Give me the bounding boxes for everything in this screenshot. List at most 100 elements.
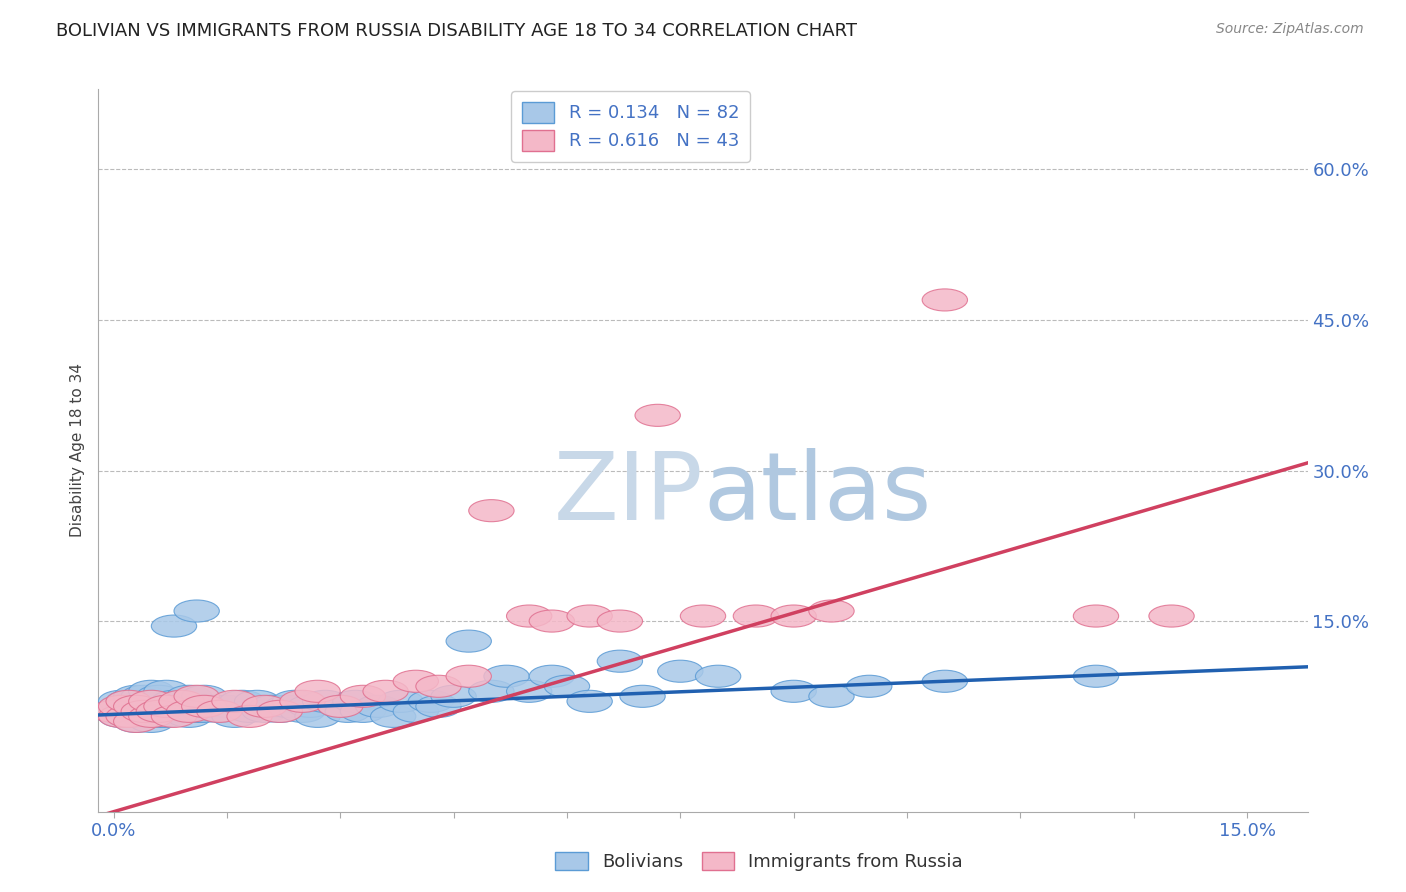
Ellipse shape [129, 710, 174, 732]
Ellipse shape [529, 610, 575, 632]
Ellipse shape [506, 681, 551, 702]
Ellipse shape [212, 706, 257, 728]
Ellipse shape [197, 700, 242, 723]
Ellipse shape [136, 700, 181, 723]
Ellipse shape [212, 690, 257, 713]
Ellipse shape [129, 696, 174, 717]
Ellipse shape [734, 605, 779, 627]
Ellipse shape [181, 685, 226, 707]
Ellipse shape [197, 700, 242, 723]
Ellipse shape [219, 690, 264, 713]
Ellipse shape [257, 700, 302, 723]
Ellipse shape [378, 690, 423, 713]
Ellipse shape [484, 665, 529, 688]
Ellipse shape [333, 690, 378, 713]
Ellipse shape [91, 700, 136, 723]
Ellipse shape [242, 696, 287, 717]
Ellipse shape [114, 700, 159, 723]
Ellipse shape [394, 670, 439, 692]
Ellipse shape [143, 681, 190, 702]
Ellipse shape [318, 696, 363, 717]
Ellipse shape [166, 696, 212, 717]
Ellipse shape [98, 706, 143, 728]
Ellipse shape [529, 665, 575, 688]
Ellipse shape [468, 681, 515, 702]
Ellipse shape [136, 696, 181, 717]
Ellipse shape [340, 685, 385, 707]
Ellipse shape [1149, 605, 1194, 627]
Ellipse shape [105, 690, 152, 713]
Ellipse shape [226, 700, 273, 723]
Ellipse shape [287, 696, 333, 717]
Ellipse shape [98, 696, 143, 717]
Ellipse shape [98, 690, 143, 713]
Ellipse shape [636, 404, 681, 426]
Ellipse shape [846, 675, 891, 698]
Ellipse shape [620, 685, 665, 707]
Ellipse shape [264, 696, 311, 717]
Ellipse shape [226, 706, 273, 728]
Ellipse shape [446, 665, 492, 688]
Ellipse shape [770, 605, 817, 627]
Ellipse shape [143, 696, 190, 717]
Legend: R = 0.134   N = 82, R = 0.616   N = 43: R = 0.134 N = 82, R = 0.616 N = 43 [510, 91, 749, 161]
Ellipse shape [143, 706, 190, 728]
Ellipse shape [295, 706, 340, 728]
Ellipse shape [121, 700, 166, 723]
Ellipse shape [416, 696, 461, 717]
Ellipse shape [174, 700, 219, 723]
Ellipse shape [114, 696, 159, 717]
Ellipse shape [152, 690, 197, 713]
Ellipse shape [136, 706, 181, 728]
Legend: Bolivians, Immigrants from Russia: Bolivians, Immigrants from Russia [548, 845, 970, 879]
Ellipse shape [114, 710, 159, 732]
Ellipse shape [114, 685, 159, 707]
Ellipse shape [152, 700, 197, 723]
Ellipse shape [567, 690, 613, 713]
Ellipse shape [129, 690, 174, 713]
Ellipse shape [468, 500, 515, 522]
Ellipse shape [446, 630, 492, 652]
Ellipse shape [295, 681, 340, 702]
Ellipse shape [152, 615, 197, 637]
Ellipse shape [1073, 665, 1119, 688]
Ellipse shape [506, 605, 551, 627]
Ellipse shape [98, 696, 143, 717]
Ellipse shape [121, 700, 166, 723]
Ellipse shape [105, 706, 152, 728]
Ellipse shape [166, 706, 212, 728]
Ellipse shape [280, 690, 325, 713]
Ellipse shape [242, 700, 287, 723]
Ellipse shape [340, 700, 385, 723]
Ellipse shape [91, 700, 136, 723]
Ellipse shape [394, 700, 439, 723]
Ellipse shape [98, 706, 143, 728]
Ellipse shape [105, 696, 152, 717]
Ellipse shape [922, 289, 967, 311]
Ellipse shape [356, 696, 401, 717]
Ellipse shape [280, 700, 325, 723]
Ellipse shape [114, 690, 159, 713]
Ellipse shape [166, 685, 212, 707]
Ellipse shape [129, 681, 174, 702]
Ellipse shape [235, 690, 280, 713]
Ellipse shape [114, 696, 159, 717]
Ellipse shape [181, 700, 226, 723]
Ellipse shape [808, 600, 855, 622]
Ellipse shape [181, 696, 226, 717]
Ellipse shape [922, 670, 967, 692]
Ellipse shape [121, 690, 166, 713]
Ellipse shape [416, 675, 461, 698]
Ellipse shape [658, 660, 703, 682]
Ellipse shape [105, 700, 152, 723]
Ellipse shape [114, 710, 159, 732]
Ellipse shape [273, 690, 318, 713]
Ellipse shape [204, 696, 250, 717]
Ellipse shape [544, 675, 589, 698]
Ellipse shape [681, 605, 725, 627]
Ellipse shape [188, 696, 235, 717]
Ellipse shape [121, 685, 166, 707]
Ellipse shape [152, 706, 197, 728]
Ellipse shape [159, 690, 204, 713]
Ellipse shape [696, 665, 741, 688]
